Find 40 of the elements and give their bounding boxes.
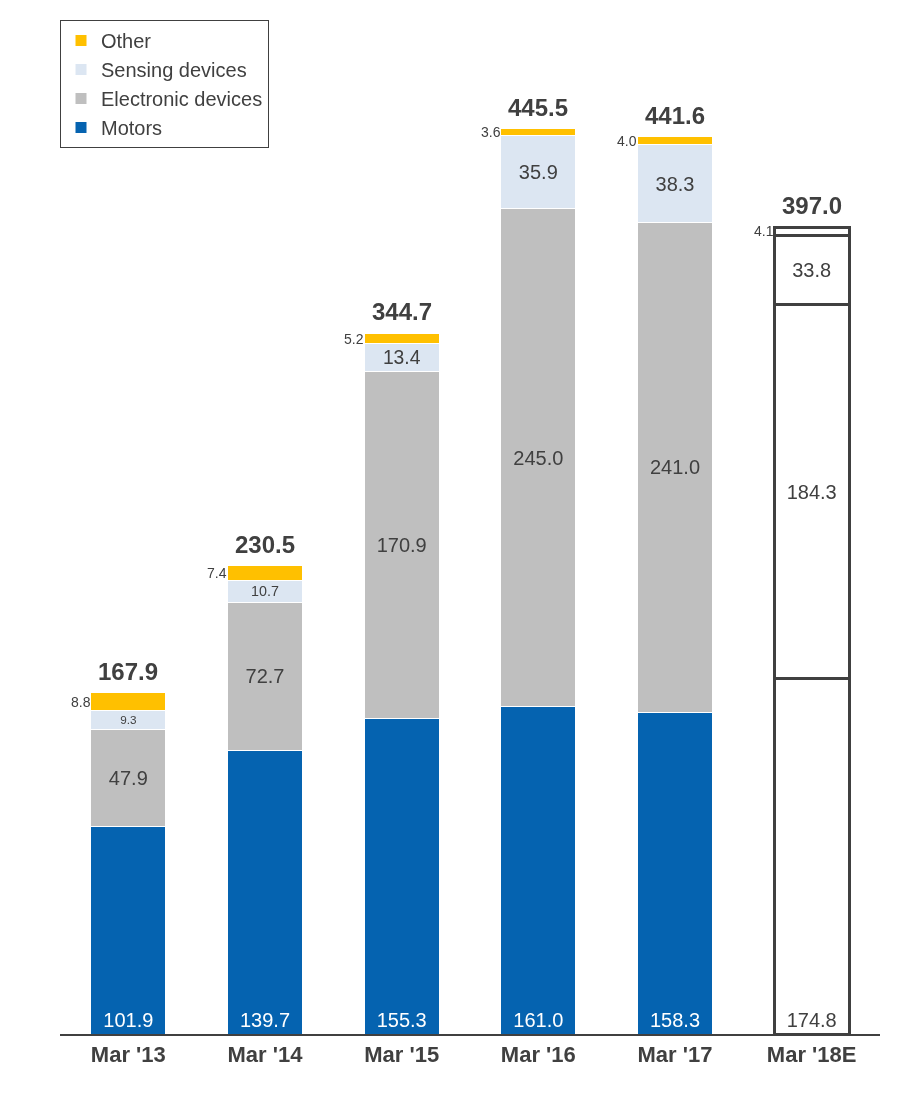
data-label: 158.3 (649, 1009, 701, 1031)
data-label: 47.9 (108, 767, 148, 790)
legend-label: Other (101, 30, 152, 53)
x-tick-label: Mar '18E (766, 1042, 857, 1068)
data-label: 174.8 (786, 1009, 837, 1031)
data-label: 5.2 (344, 331, 364, 347)
data-label: 9.3 (120, 713, 137, 727)
data-label: 8.8 (71, 694, 91, 710)
x-tick-label: Mar '14 (227, 1042, 304, 1068)
data-label: 170.9 (376, 533, 427, 556)
x-tick-label: Mar '15 (364, 1042, 440, 1068)
data-label: 10.7 (251, 583, 279, 600)
x-tick-label: Mar '17 (637, 1042, 713, 1068)
data-label: 33.8 (792, 258, 832, 281)
data-label: 161.0 (513, 1009, 564, 1031)
total-label: 397.0 (782, 192, 843, 219)
total-label: 445.5 (508, 94, 569, 121)
total-label: 441.6 (645, 102, 706, 129)
data-label: 72.7 (245, 665, 285, 688)
data-label: 3.6 (481, 124, 501, 140)
data-label: 38.3 (655, 172, 695, 195)
data-label: 4.0 (617, 133, 637, 149)
data-label: 241.0 (649, 456, 701, 479)
x-tick-label: Mar '13 (90, 1042, 166, 1068)
total-label: 344.7 (372, 298, 433, 325)
legend-label: Motors (101, 117, 163, 140)
legend-label: Sensing devices (101, 59, 247, 82)
data-label: 245.0 (513, 446, 564, 469)
data-label: 139.7 (239, 1009, 291, 1031)
data-label: 155.3 (376, 1009, 427, 1031)
data-label: 4.1 (754, 223, 774, 239)
total-label: 230.5 (235, 531, 296, 558)
data-label: 7.4 (207, 565, 227, 581)
total-label: 167.9 (98, 658, 159, 685)
data-label: 101.9 (103, 1009, 154, 1031)
data-label: 13.4 (382, 347, 421, 369)
data-label: 35.9 (518, 161, 558, 184)
legend-label: Electronic devices (101, 88, 263, 111)
data-label: 184.3 (786, 480, 837, 503)
x-tick-label: Mar '16 (500, 1042, 576, 1068)
